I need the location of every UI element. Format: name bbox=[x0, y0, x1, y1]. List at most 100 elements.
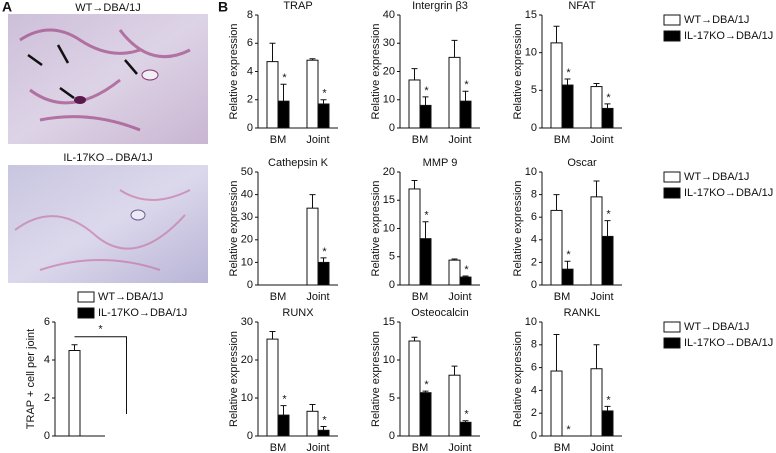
error-bar bbox=[269, 331, 276, 340]
y-tick-label: 6 bbox=[44, 316, 50, 328]
error-bar bbox=[462, 275, 469, 278]
significance-marker: * bbox=[98, 324, 103, 336]
bar bbox=[601, 410, 614, 437]
bar bbox=[561, 268, 574, 286]
x-tick-label: BM bbox=[270, 291, 287, 303]
legend-label: WT→DBA/1J bbox=[98, 291, 163, 303]
bar bbox=[408, 79, 421, 129]
error-bar bbox=[451, 258, 458, 261]
legend-swatch bbox=[77, 291, 95, 303]
y-axis-label: Relative expression bbox=[228, 24, 240, 120]
x-tick-label: Joint bbox=[306, 442, 329, 453]
error-bar bbox=[553, 334, 560, 372]
error-bar bbox=[320, 257, 327, 263]
x-tick-label: BM bbox=[554, 134, 571, 146]
y-tick-label: 0 bbox=[247, 430, 253, 442]
y-tick-label: 10 bbox=[525, 316, 537, 328]
panel-label: A bbox=[2, 0, 12, 15]
y-tick-label: 5 bbox=[531, 84, 537, 96]
legend-swatch bbox=[663, 30, 681, 42]
bar bbox=[590, 86, 603, 129]
y-axis-label: Relative expression bbox=[370, 331, 382, 427]
bar bbox=[317, 429, 330, 437]
bar bbox=[448, 56, 461, 129]
y-tick-label: 40 bbox=[241, 189, 253, 201]
bar bbox=[601, 235, 614, 286]
error-bar bbox=[604, 220, 611, 237]
y-tick-label: 30 bbox=[383, 37, 395, 49]
error-bar bbox=[604, 103, 611, 109]
error-bar bbox=[411, 68, 418, 80]
bar bbox=[419, 238, 432, 286]
y-tick-label: 10 bbox=[383, 354, 395, 366]
x-tick-label: Joint bbox=[448, 134, 471, 146]
bar bbox=[306, 410, 319, 437]
significance-marker: * bbox=[424, 379, 429, 391]
y-tick-label: 0 bbox=[44, 430, 50, 442]
error-bar bbox=[422, 221, 429, 239]
error-bar bbox=[309, 194, 316, 209]
y-tick-label: 8 bbox=[531, 339, 537, 351]
error-bar bbox=[593, 83, 600, 87]
error-bar bbox=[604, 405, 611, 411]
x-tick-label: BM bbox=[412, 442, 429, 453]
error-bar bbox=[422, 96, 429, 106]
histology-image bbox=[8, 14, 208, 144]
error-bar bbox=[593, 180, 600, 197]
bar bbox=[601, 107, 614, 129]
legend-label: IL-17KO→DBA/1J bbox=[98, 307, 187, 319]
bar bbox=[419, 104, 432, 129]
error-bar bbox=[320, 426, 327, 431]
y-tick-label: 20 bbox=[383, 166, 395, 178]
significance-marker: * bbox=[464, 79, 469, 91]
error-bar bbox=[451, 365, 458, 376]
x-tick-label: Joint bbox=[590, 134, 613, 146]
legend-swatch bbox=[663, 14, 681, 26]
y-tick-label: 8 bbox=[531, 189, 537, 201]
bar bbox=[408, 188, 421, 286]
y-tick-label: 10 bbox=[383, 94, 395, 106]
y-tick-label: 6 bbox=[531, 362, 537, 374]
y-tick-label: 40 bbox=[383, 9, 395, 21]
chart-title: RUNX bbox=[282, 307, 314, 319]
histology-image bbox=[8, 165, 208, 283]
y-tick-label: 10 bbox=[241, 256, 253, 268]
x-tick-label: BM bbox=[554, 291, 571, 303]
significance-marker: * bbox=[282, 394, 287, 406]
y-tick-label: 0 bbox=[531, 279, 537, 291]
chart-title: NFAT bbox=[568, 0, 596, 12]
x-tick-label: Joint bbox=[590, 291, 613, 303]
y-tick-label: 0 bbox=[531, 122, 537, 134]
significance-marker: * bbox=[282, 72, 287, 84]
y-axis-label: Relative expression bbox=[370, 24, 382, 120]
y-tick-label: 0 bbox=[247, 279, 253, 291]
y-tick-label: 15 bbox=[383, 194, 395, 206]
bar bbox=[459, 276, 472, 286]
chart-title: Oscar bbox=[567, 157, 597, 169]
error-bar bbox=[451, 39, 458, 58]
y-axis-label: Relative expression bbox=[512, 181, 524, 277]
bar bbox=[317, 261, 330, 286]
error-bar bbox=[564, 78, 571, 86]
significance-marker: * bbox=[566, 424, 571, 436]
y-tick-label: 0 bbox=[389, 430, 395, 442]
significance-marker: * bbox=[606, 208, 611, 220]
error-bar bbox=[280, 83, 287, 102]
bar bbox=[448, 259, 461, 286]
significance-marker: * bbox=[566, 249, 571, 261]
y-axis-label: Relative expression bbox=[512, 331, 524, 427]
x-tick-label: Joint bbox=[306, 134, 329, 146]
legend-label: IL-17KO→DBA/1J bbox=[684, 30, 773, 42]
y-tick-label: 6 bbox=[247, 37, 253, 49]
chart-title: MMP 9 bbox=[423, 157, 458, 169]
x-tick-label: BM bbox=[554, 442, 571, 453]
y-tick-label: 30 bbox=[241, 316, 253, 328]
significance-marker: * bbox=[464, 264, 469, 276]
chart-title: Osteocalcin bbox=[411, 307, 468, 319]
significance-marker: * bbox=[322, 246, 327, 258]
y-tick-label: 4 bbox=[531, 234, 537, 246]
bar bbox=[68, 350, 81, 437]
error-bar bbox=[411, 336, 418, 341]
x-tick-label: BM bbox=[412, 291, 429, 303]
